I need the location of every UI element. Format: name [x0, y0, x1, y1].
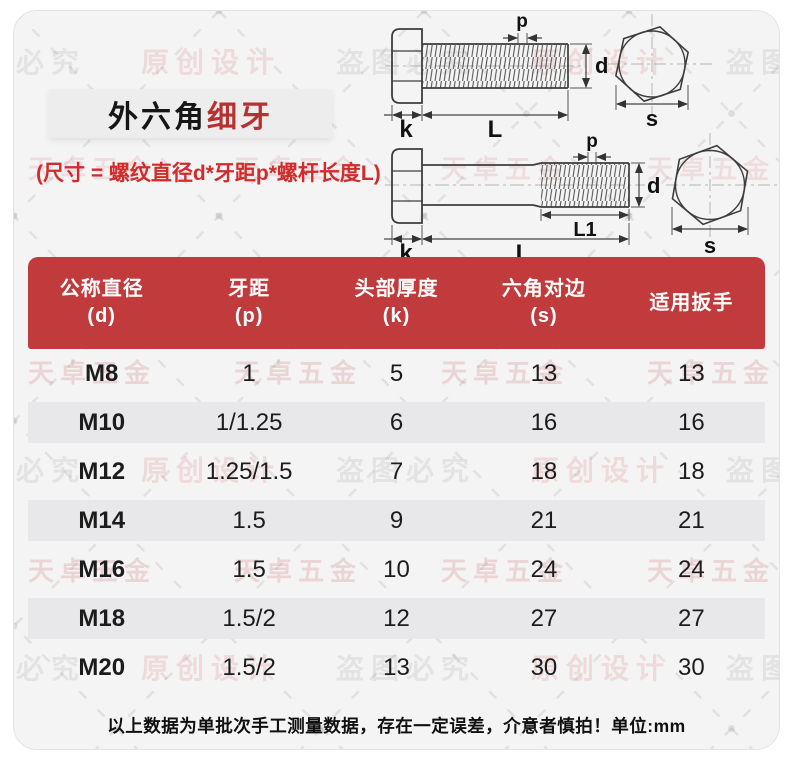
watermark-text: 盗图必究: [726, 653, 779, 684]
label-diameter: d: [595, 53, 608, 78]
cell-pitch: 1: [242, 359, 256, 387]
watermark-text: 盗图必究: [336, 653, 477, 684]
column-header-across-flats: 六角对边 (s): [501, 278, 586, 327]
watermark-text: 原创设计: [141, 47, 282, 78]
column-header-pitch: 牙距 (p): [228, 278, 271, 327]
cell-pitch: 1.5/2: [222, 653, 276, 681]
column-header-diameter: 公称直径 (d): [59, 278, 144, 327]
cell-wrench: 18: [677, 457, 705, 485]
watermark-text: 盗图必究: [726, 47, 779, 78]
partial-thread-bolt-side-view: p d L1 k L: [384, 131, 660, 267]
cell-across-flats: 27: [530, 604, 558, 632]
table-row: M12 1.25/1.5 7 18 18: [28, 447, 765, 496]
cell-across-flats: 16: [530, 408, 558, 436]
cell-wrench: 24: [677, 555, 705, 583]
cell-size: M14: [78, 506, 126, 534]
cell-wrench: 30: [677, 653, 705, 681]
cell-wrench: 27: [677, 604, 705, 632]
cell-size: M18: [78, 604, 126, 632]
watermark-text: 盗图必究: [14, 455, 87, 486]
measurement-disclaimer-note: 以上数据为单批次手工测量数据，存在一定误差，介意者慎拍！单位:mm: [107, 716, 686, 736]
table-header-row: 公称直径 (d) 牙距 (p) 头部厚度 (k) 六角对边 (s) 适用扳手: [28, 257, 765, 349]
table-row: M16 1.5 10 24 24: [28, 545, 765, 594]
table-row: M14 1.5 9 21 21: [28, 496, 765, 545]
watermark-text: 盗图必究: [14, 47, 87, 78]
label-pitch: p: [586, 131, 598, 152]
title-highlight: 细牙: [207, 100, 273, 134]
watermark-text: 天卓五金: [234, 154, 363, 184]
watermark-text: 天卓五金: [647, 358, 776, 388]
cell-head-height: 9: [389, 506, 404, 534]
watermark-text: 盗图必究: [336, 455, 477, 486]
cell-wrench: 21: [677, 506, 705, 534]
table-row: M8 1 5 13 13: [28, 349, 765, 398]
watermark-text: 天卓五金: [647, 154, 776, 184]
cell-wrench: 13: [677, 359, 705, 387]
cell-size: M20: [78, 653, 126, 681]
cell-size: M8: [85, 359, 119, 387]
label-diameter: d: [647, 173, 660, 198]
title-box: 外六角 细牙: [49, 89, 332, 138]
table-row: M10 1/1.25 6 16 16: [28, 398, 765, 447]
cell-pitch: 1.25/1.5: [205, 457, 293, 485]
cell-across-flats: 18: [530, 457, 558, 485]
watermark-text: 天卓五金: [234, 556, 363, 586]
watermark-text: 天卓五金: [647, 556, 776, 586]
cell-wrench: 16: [677, 408, 705, 436]
cell-head-height: 10: [383, 555, 410, 583]
hex-head-end-view: s: [608, 14, 714, 131]
cell-head-height: 12: [383, 604, 410, 632]
watermark-text: 盗图必究: [14, 653, 87, 684]
watermark-text: 天卓五金: [28, 556, 157, 586]
watermark-text: 原创设计: [531, 653, 672, 684]
column-header-head-height: 头部厚度 (k): [354, 278, 439, 327]
bolt-technical-drawing: p d k L s: [384, 11, 779, 267]
watermark-text: 原创设计: [141, 455, 282, 486]
cell-size: M10: [78, 408, 126, 436]
label-thread-length: L1: [573, 219, 596, 241]
watermark-text: 盗图必究: [726, 455, 779, 486]
watermark-text: 天卓五金: [441, 358, 570, 388]
cell-across-flats: 13: [530, 359, 558, 387]
cell-size: M12: [78, 457, 126, 485]
full-thread-bolt-side-view: p d k L: [384, 11, 608, 143]
spec-card: 盗图必究 原创设计 盗图必究 原创设计 盗图必究 天卓五金 天卓五金 天卓五金 …: [13, 10, 780, 750]
label-head-height: k: [399, 116, 413, 143]
spec-table: 公称直径 (d) 牙距 (p) 头部厚度 (k) 六角对边 (s) 适用扳手 M8 1 …: [28, 257, 765, 692]
title-main: 外六角: [108, 100, 207, 134]
cell-size: M16: [78, 555, 126, 583]
label-across-flats: s: [704, 233, 716, 258]
table-row: M18 1.5/2 12 27 27: [28, 594, 765, 643]
watermark-text: 天卓五金: [28, 154, 157, 184]
cell-pitch: 1.5: [232, 506, 266, 534]
watermark-text: 天卓五金: [28, 358, 157, 388]
watermark-text: 天卓五金: [234, 358, 363, 388]
size-formula-subtitle: (尺寸 = 螺纹直径d*牙距p*螺杆长度L): [36, 162, 381, 185]
column-header-wrench: 适用扳手: [649, 291, 734, 314]
cell-across-flats: 30: [530, 653, 558, 681]
cell-across-flats: 24: [530, 555, 558, 583]
watermark-text: 原创设计: [531, 455, 672, 486]
cell-head-height: 5: [389, 359, 404, 387]
cell-head-height: 6: [389, 408, 404, 436]
label-length: L: [488, 116, 503, 143]
cell-pitch: 1.5: [232, 555, 266, 583]
table-row: M20 1.5/2 13 30 30: [28, 643, 765, 692]
label-across-flats: s: [646, 106, 658, 131]
watermark-text: 原创设计: [141, 653, 282, 684]
cell-pitch: 1.5/2: [222, 604, 276, 632]
cell-head-height: 7: [389, 457, 404, 485]
cell-head-height: 13: [383, 653, 410, 681]
cell-across-flats: 21: [530, 506, 558, 534]
label-pitch: p: [516, 11, 528, 32]
hex-head-end-view: s: [666, 133, 779, 258]
watermark-text: 天卓五金: [441, 556, 570, 586]
cell-pitch: 1/1.25: [215, 408, 283, 436]
